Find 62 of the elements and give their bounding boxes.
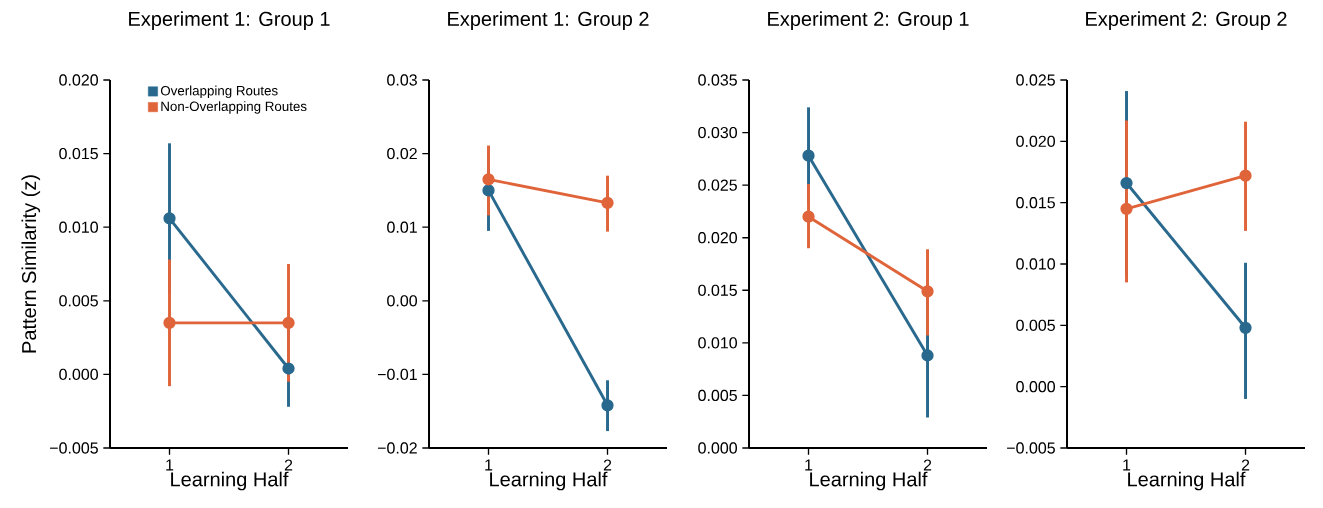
y-tick-label: 0.005	[59, 295, 98, 307]
x-tick-label: 1	[485, 459, 493, 471]
y-tick-label: 0.020	[1016, 135, 1056, 147]
point	[1239, 169, 1252, 182]
y-tick-label: 0.035	[698, 74, 737, 86]
y-tick-label: 0.015	[698, 284, 737, 296]
x-tick-label: 1	[1123, 459, 1131, 471]
y-tick-label: 0.000	[59, 368, 99, 381]
chart-title: Experiment 2: Group 2	[1086, 11, 1287, 30]
y-tick-label: 0.005	[698, 389, 737, 402]
y-tick-label: 0.03	[387, 74, 417, 86]
point	[802, 210, 815, 223]
y-tick-label: 0.02	[387, 147, 417, 160]
y-tick-label: 0.000	[698, 442, 738, 454]
y-tick-label: −0.02	[377, 442, 417, 454]
x-tick-label: 2	[1241, 459, 1250, 471]
point	[282, 316, 295, 330]
x-axis-title: Learning Half	[490, 471, 608, 491]
y-tick-label: 0.010	[59, 221, 99, 233]
point	[482, 184, 495, 197]
y-tick-label: 0.025	[698, 179, 737, 191]
x-tick-label: 1	[805, 459, 813, 471]
y-tick-label: 0.030	[698, 126, 738, 139]
x-tick-label: 1	[166, 459, 174, 471]
x-axis-title: Learning Half	[1128, 471, 1246, 491]
legend-label: Overlapping Routes	[160, 85, 278, 99]
y-tick-label: −0.01	[377, 368, 417, 381]
x-tick-label: 2	[603, 459, 612, 471]
y-tick-label: −0.005	[1007, 442, 1055, 454]
point	[921, 349, 934, 362]
y-tick-label: 0.005	[1016, 319, 1055, 331]
point	[482, 173, 495, 186]
y-tick-label: 0.000	[1016, 381, 1056, 393]
y-tick-label: 0.020	[59, 74, 99, 86]
point	[601, 196, 614, 210]
point	[1120, 202, 1133, 215]
y-tick-label: 0.00	[387, 295, 418, 307]
point	[921, 285, 934, 298]
point	[1239, 321, 1252, 334]
x-tick-label: 2	[923, 459, 932, 471]
point	[163, 316, 176, 330]
x-axis-title: Learning Half	[171, 471, 289, 491]
point	[802, 149, 815, 162]
y-tick-label: 0.025	[1016, 74, 1055, 86]
y-axis-title: Pattern Similarity (z)	[21, 175, 41, 353]
y-tick-label: −0.005	[50, 442, 98, 454]
chart-title: Experiment 1: Group 1	[129, 11, 330, 30]
point	[163, 212, 176, 225]
y-tick-label: 0.010	[698, 337, 738, 349]
x-axis-title: Learning Half	[810, 471, 928, 491]
y-tick-label: 0.01	[387, 221, 417, 233]
legend-label: Non-Overlapping Routes	[161, 101, 307, 114]
y-tick-label: 0.015	[59, 147, 98, 160]
point	[282, 362, 295, 375]
chart-title: Experiment 1: Group 2	[448, 11, 649, 30]
point	[1120, 176, 1133, 190]
y-tick-label: 0.015	[1016, 197, 1055, 209]
y-tick-label: 0.010	[1016, 258, 1056, 270]
point	[601, 399, 614, 412]
y-tick-label: 0.020	[698, 232, 738, 244]
chart-title: Experiment 2: Group 1	[768, 11, 969, 30]
x-tick-label: 2	[284, 459, 293, 471]
